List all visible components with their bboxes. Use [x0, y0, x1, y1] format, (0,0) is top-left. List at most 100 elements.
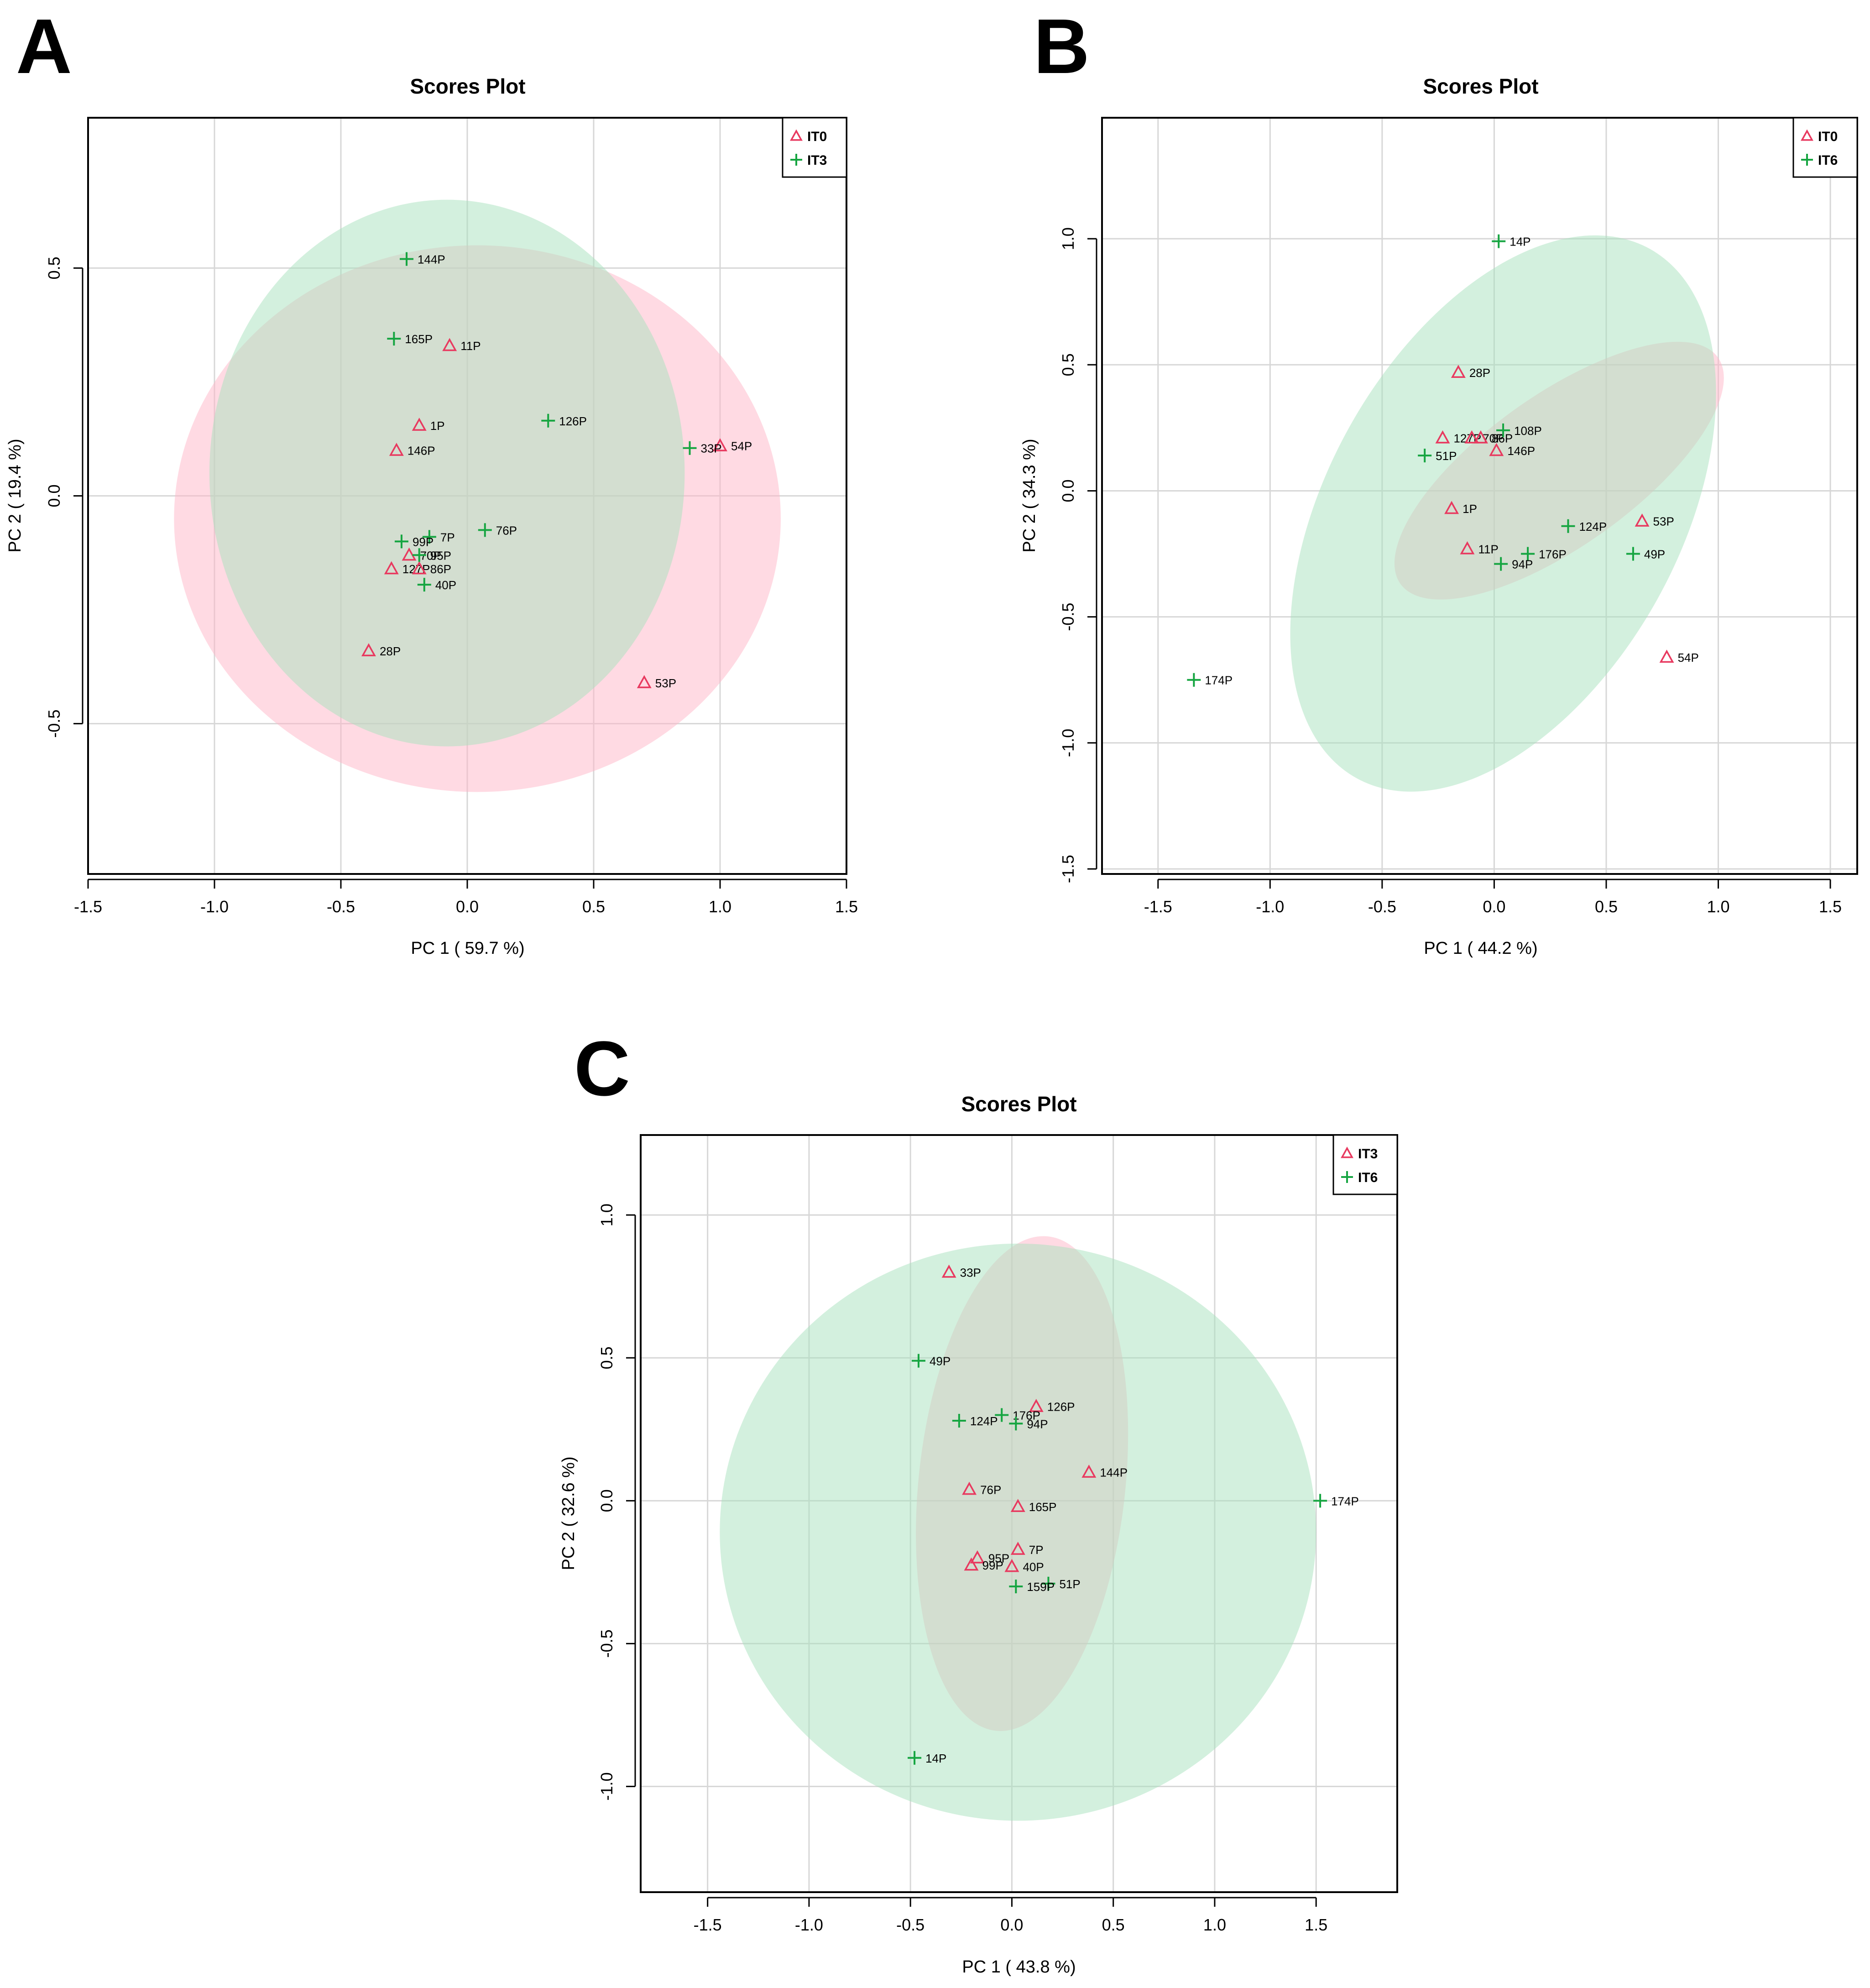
point-label-146p: 146P — [407, 444, 435, 458]
point-126p-it3 — [1029, 1399, 1044, 1412]
point-label-40p: 40P — [1023, 1560, 1044, 1574]
legend-label-it6: IT6 — [1818, 153, 1838, 168]
point-label-95p: 95P — [430, 549, 451, 562]
x-tick-label: -1.5 — [694, 1915, 722, 1934]
y-axis-label: PC 2 ( 34.3 %) — [1020, 439, 1039, 552]
point-70p-it0 — [402, 547, 417, 561]
y-axis-label: PC 2 ( 32.6 %) — [559, 1456, 578, 1570]
point-label-108p: 108P — [1514, 424, 1542, 438]
point-label-11p: 11P — [1478, 542, 1498, 556]
y-tick-label: -1.0 — [597, 1772, 616, 1800]
point-53p-it0 — [1635, 513, 1650, 527]
legend-marker-it3 — [790, 154, 802, 166]
series-it3: 33P 126P 144P 76P 165P 7P 95P 40P 99P — [941, 1264, 1128, 1574]
point-label-176p: 176P — [1013, 1409, 1040, 1423]
point-49p-it6 — [1626, 547, 1640, 561]
point-86p-it0 — [1473, 430, 1488, 444]
plot-frame — [640, 1134, 1398, 1893]
point-49p-it6 — [911, 1354, 925, 1368]
point-33p-it3 — [683, 441, 697, 455]
legend: IT3 IT6 — [1332, 1134, 1398, 1195]
y-tick-label: -1.0 — [1059, 729, 1077, 757]
point-1p-it0 — [1444, 501, 1459, 514]
chart-title: Scores Plot — [1423, 74, 1538, 98]
legend-marker-it0 — [1801, 129, 1813, 141]
y-tick-label: 0.0 — [597, 1489, 616, 1512]
point-label-144p: 144P — [1100, 1466, 1128, 1480]
y-tick-label: 0.5 — [1059, 353, 1077, 376]
point-176p-it6 — [995, 1408, 1009, 1422]
confidence-ellipse-it6 — [720, 1243, 1316, 1821]
point-127p-it0 — [384, 561, 399, 575]
point-108p-it6 — [1496, 423, 1510, 437]
legend-label-it0: IT0 — [1818, 129, 1838, 144]
point-label-7p: 7P — [440, 530, 455, 544]
point-51p-it6 — [1041, 1576, 1055, 1590]
x-tick-label: 1.0 — [1203, 1915, 1226, 1934]
confidence-ellipse-it3 — [209, 199, 685, 747]
panel-b: B Scores Plot -1.5 -1.0 -0.5 0.0 0.5 1.0 1.5 PC 1… — [1020, 3, 1858, 958]
point-146p-it0 — [389, 443, 404, 456]
x-tick-label: -0.5 — [1368, 897, 1396, 916]
y-axis: -1.0 -0.5 0.0 0.5 1.0 PC 2 ( 32.6 %) — [559, 1203, 636, 1800]
point-label-1p: 1P — [430, 419, 445, 433]
point-94p-it6 — [1009, 1417, 1023, 1431]
point-53p-it0 — [637, 675, 652, 688]
point-label-49p: 49P — [1644, 548, 1665, 561]
point-label-53p: 53P — [655, 676, 676, 690]
point-165p-it3 — [1010, 1499, 1025, 1512]
plot-frame — [87, 117, 847, 875]
x-axis-label: PC 1 ( 43.8 %) — [962, 1957, 1076, 1977]
point-label-54p: 54P — [731, 439, 752, 453]
x-axis: -1.5 -1.0 -0.5 0.0 0.5 1.0 1.5 PC 1 ( 44.2 %) — [1144, 879, 1842, 958]
panel-letter: A — [16, 3, 72, 90]
point-label-95p: 95P — [988, 1552, 1009, 1565]
x-tick-label: -0.5 — [896, 1915, 925, 1934]
legend-label-it0: IT0 — [807, 129, 827, 144]
point-label-7p: 7P — [1029, 1543, 1044, 1557]
y-axis-label: PC 2 ( 19.4 %) — [5, 439, 25, 552]
legend-marker-it6 — [1341, 1171, 1353, 1183]
point-28p-it0 — [1451, 365, 1466, 378]
x-tick-label: -1.0 — [200, 897, 229, 916]
legend-marker-it0 — [790, 129, 803, 141]
x-tick-label: -1.0 — [1256, 897, 1284, 916]
point-146p-it0 — [1489, 443, 1504, 456]
point-label-86p: 86P — [430, 562, 451, 576]
point-11p-it0 — [442, 338, 457, 351]
point-40p-it3 — [1004, 1559, 1019, 1572]
y-tick-label: 0.0 — [1059, 479, 1077, 502]
point-176p-it6 — [1521, 547, 1535, 561]
point-51p-it6 — [1418, 449, 1432, 463]
legend-marker-it3 — [1341, 1146, 1353, 1158]
point-label-174p: 174P — [1331, 1494, 1359, 1508]
point-label-165p: 165P — [405, 332, 433, 346]
x-tick-label: 1.5 — [1305, 1915, 1327, 1934]
point-33p-it3 — [941, 1264, 956, 1278]
point-99p-it3 — [394, 534, 408, 549]
x-tick-label: 0.5 — [1102, 1915, 1125, 1934]
point-174p-it6 — [1187, 673, 1201, 687]
x-axis-label: PC 1 ( 59.7 %) — [411, 939, 524, 958]
point-label-174p: 174P — [1205, 674, 1233, 687]
x-tick-label: -1.0 — [795, 1915, 823, 1934]
x-tick-label: -0.5 — [327, 897, 355, 916]
y-tick-label: -1.5 — [1059, 855, 1077, 883]
point-label-14p: 14P — [1510, 235, 1530, 249]
y-tick-label: 1.0 — [597, 1203, 616, 1226]
point-label-28p: 28P — [380, 644, 401, 658]
x-tick-label: 0.0 — [1000, 1915, 1023, 1934]
point-95p-it3 — [412, 548, 426, 562]
y-tick-label: -0.5 — [597, 1629, 616, 1658]
x-tick-label: -1.5 — [1144, 897, 1172, 916]
point-label-76p: 76P — [980, 1483, 1001, 1496]
point-label-54p: 54P — [1678, 651, 1699, 664]
y-axis: -0.5 0.0 0.5 PC 2 ( 19.4 %) — [5, 256, 84, 738]
point-label-28p: 28P — [1469, 366, 1490, 380]
